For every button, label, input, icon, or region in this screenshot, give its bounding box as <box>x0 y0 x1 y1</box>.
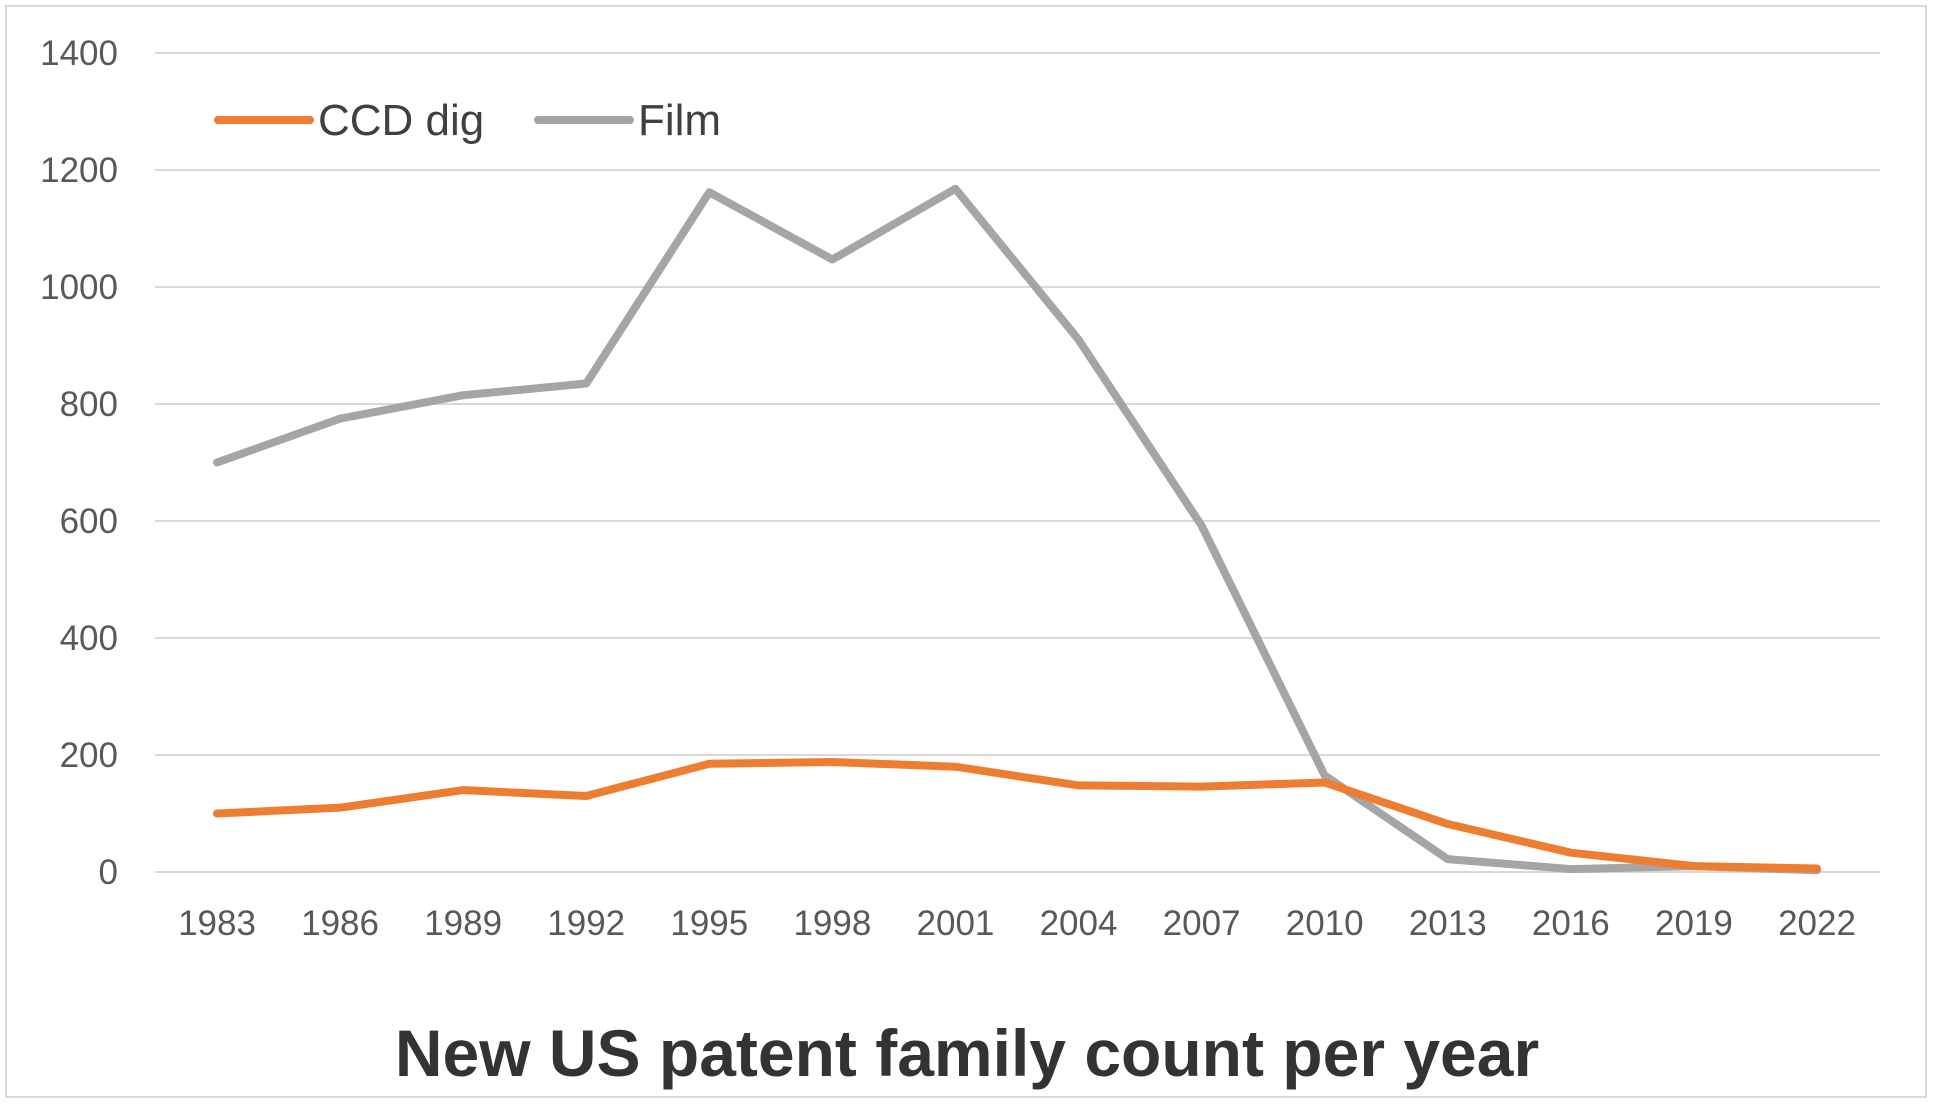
legend: CCD dig Film <box>214 96 721 145</box>
x-tick-label: 1992 <box>547 904 625 943</box>
x-tick-label: 2022 <box>1778 904 1856 943</box>
y-tick-label: 800 <box>60 385 118 424</box>
x-tick-label: 2013 <box>1409 904 1487 943</box>
x-tick-label: 2019 <box>1655 904 1733 943</box>
x-tick-label: 1983 <box>178 904 256 943</box>
x-tick-label: 2001 <box>917 904 995 943</box>
y-tick-label: 1400 <box>40 34 118 73</box>
y-tick-label: 1200 <box>40 151 118 190</box>
x-axis-tick-labels: 1983 1986 1989 1992 1995 1998 2001 2004 2007 2010… <box>178 904 1856 943</box>
x-tick-label: 2007 <box>1163 904 1241 943</box>
x-tick-label: 1998 <box>793 904 871 943</box>
y-tick-label: 1000 <box>40 268 118 307</box>
chart-title: New US patent family count per year <box>395 1016 1539 1090</box>
legend-label-ccd-dig: CCD dig <box>318 96 484 145</box>
y-axis-tick-labels: 0 200 400 600 800 1000 1200 1400 <box>40 34 118 892</box>
chart-frame <box>5 5 1927 1098</box>
series-line-film <box>213 184 1821 875</box>
x-tick-label: 2004 <box>1040 904 1118 943</box>
y-tick-label: 400 <box>60 619 118 658</box>
x-tick-label: 1986 <box>301 904 379 943</box>
x-tick-label: 1995 <box>670 904 748 943</box>
x-tick-label: 2016 <box>1532 904 1610 943</box>
series-lines <box>213 184 1821 875</box>
y-tick-label: 0 <box>99 853 118 892</box>
gridlines <box>155 52 1880 873</box>
x-tick-label: 2010 <box>1286 904 1364 943</box>
legend-label-film: Film <box>638 96 721 145</box>
x-tick-label: 1989 <box>424 904 502 943</box>
series-line-ccd-dig <box>213 758 1821 873</box>
y-tick-label: 600 <box>60 502 118 541</box>
y-tick-label: 200 <box>60 736 118 775</box>
